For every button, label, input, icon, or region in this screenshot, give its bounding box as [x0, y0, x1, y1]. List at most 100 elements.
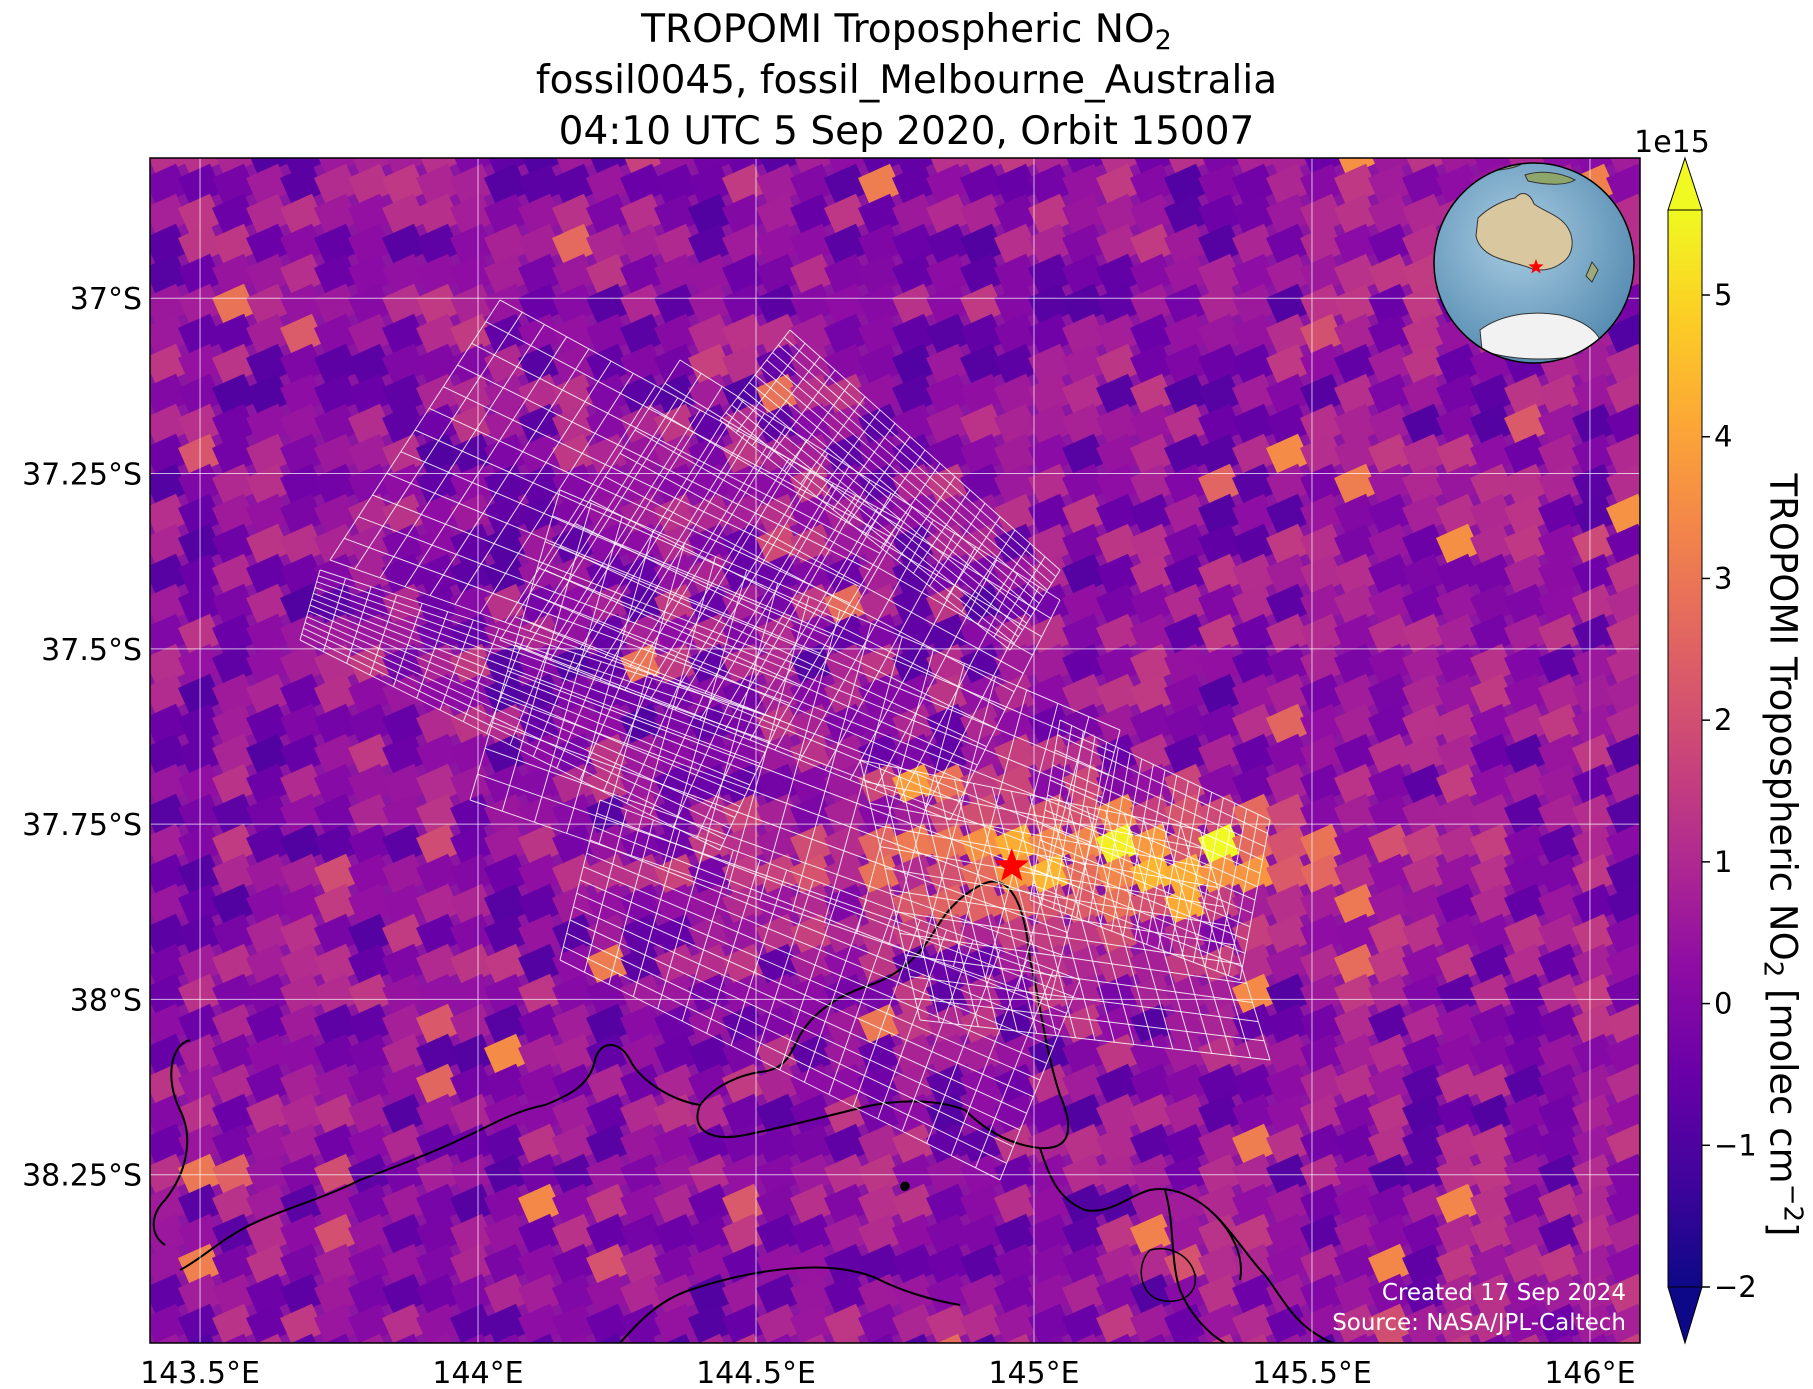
no2-pixel	[552, 1123, 597, 1167]
no2-pixel	[892, 493, 937, 537]
grid-line	[579, 879, 1041, 1081]
no2-pixel	[1436, 433, 1481, 477]
no2-pixel	[1300, 158, 1345, 177]
no2-pixel	[1334, 253, 1379, 297]
no2-pixel	[348, 433, 393, 477]
no2-pixel	[314, 673, 359, 717]
no2-pixel	[1232, 283, 1277, 327]
no2-pixel	[280, 853, 325, 897]
no2-pixel	[722, 1093, 767, 1137]
grid-line	[596, 812, 1074, 998]
no2-pixel	[1334, 193, 1379, 237]
no2-pixel	[1538, 403, 1583, 447]
no2-pixel	[586, 853, 631, 897]
no2-pixel	[722, 1063, 767, 1107]
no2-pixel	[858, 313, 903, 357]
grid-line	[552, 515, 1115, 753]
no2-pixel	[518, 1273, 563, 1317]
no2-pixel	[1401, 1273, 1447, 1317]
no2-pixel	[1368, 373, 1413, 417]
no2-pixel	[518, 313, 563, 357]
no2-pixel	[150, 703, 155, 747]
no2-pixel	[280, 883, 325, 927]
no2-pixel	[1130, 493, 1175, 537]
no2-pixel	[1266, 553, 1311, 597]
no2-pixel	[654, 1213, 699, 1257]
no2-pixel	[1164, 158, 1209, 177]
no2-pixel	[891, 793, 937, 837]
no2-pixel	[892, 223, 937, 267]
no2-pixel	[450, 163, 495, 207]
no2-pixel	[1300, 883, 1345, 927]
no2-pixel	[722, 313, 767, 357]
no2-pixel	[1572, 1003, 1617, 1047]
no2-pixel	[382, 283, 427, 327]
no2-pixel	[150, 223, 155, 267]
no2-pixel	[1232, 158, 1277, 177]
no2-pixel	[551, 823, 597, 867]
no2-pixel	[1198, 553, 1243, 597]
no2-pixel	[1402, 1033, 1447, 1077]
no2-pixel	[1402, 343, 1447, 387]
no2-pixel	[620, 763, 665, 807]
no2-pixel	[212, 973, 257, 1017]
no2-pixel	[212, 733, 257, 777]
no2-pixel	[1538, 433, 1583, 477]
no2-pixel	[1028, 493, 1073, 537]
no2-pixel	[892, 283, 937, 327]
no2-pixel	[1402, 823, 1447, 867]
no2-pixel	[722, 1003, 767, 1047]
colorbar-label: TROPOMI Tropospheric NO2 [molec cm−2]	[1757, 473, 1808, 1237]
no2-pixel	[484, 763, 529, 807]
title-line-2: fossil0045, fossil_Melbourne_Australia	[535, 58, 1278, 103]
no2-pixel	[382, 1213, 427, 1257]
no2-pixel	[212, 193, 257, 237]
no2-pixel	[314, 1123, 359, 1167]
no2-pixel	[1096, 373, 1141, 417]
no2-pixel	[1436, 613, 1481, 657]
no2-pixel	[246, 433, 291, 477]
no2-pixel	[348, 943, 393, 987]
no2-pixel	[314, 883, 359, 927]
no2-pixel	[382, 1243, 427, 1287]
no2-pixel	[1130, 733, 1175, 777]
no2-pixel	[1470, 673, 1515, 717]
no2-pixel	[1062, 823, 1107, 867]
no2-pixel	[1198, 104, 1243, 147]
no2-pixel	[212, 823, 257, 867]
no2-pixel	[1300, 823, 1345, 867]
no2-pixel	[620, 613, 665, 657]
no2-pixel	[722, 823, 767, 867]
no2-pixel	[926, 253, 971, 297]
no2-pixel	[858, 433, 903, 477]
no2-pixel	[382, 1303, 427, 1343]
no2-pixel	[1435, 1063, 1481, 1107]
no2-pixel	[1062, 943, 1107, 987]
no2-pixel	[687, 943, 733, 987]
no2-pixel	[620, 1003, 665, 1047]
no2-pixel	[654, 403, 699, 447]
no2-pixel	[1402, 673, 1447, 717]
no2-pixel	[824, 1123, 869, 1167]
no2-pixel	[1436, 823, 1481, 867]
no2-pixel	[518, 853, 563, 897]
no2-pixel	[892, 1063, 937, 1107]
no2-pixel	[1367, 1063, 1413, 1107]
no2-pixel	[1164, 343, 1209, 387]
no2-pixel	[246, 1093, 291, 1137]
no2-pixel	[1062, 1183, 1107, 1227]
no2-pixel	[551, 373, 597, 417]
no2-pixel	[1028, 553, 1073, 597]
no2-pixel	[150, 943, 155, 987]
no2-pixel	[1266, 613, 1311, 657]
no2-pixel	[1096, 163, 1141, 207]
no2-pixel	[1538, 373, 1583, 417]
no2-pixel	[960, 583, 1005, 627]
no2-pixel	[518, 433, 563, 477]
no2-pixel	[688, 1033, 733, 1077]
no2-pixel	[1368, 583, 1413, 627]
no2-pixel	[1028, 283, 1073, 327]
colorbar-tick-label: 1	[1714, 845, 1732, 879]
no2-pixel	[415, 943, 461, 987]
no2-pixel	[1266, 1003, 1311, 1047]
